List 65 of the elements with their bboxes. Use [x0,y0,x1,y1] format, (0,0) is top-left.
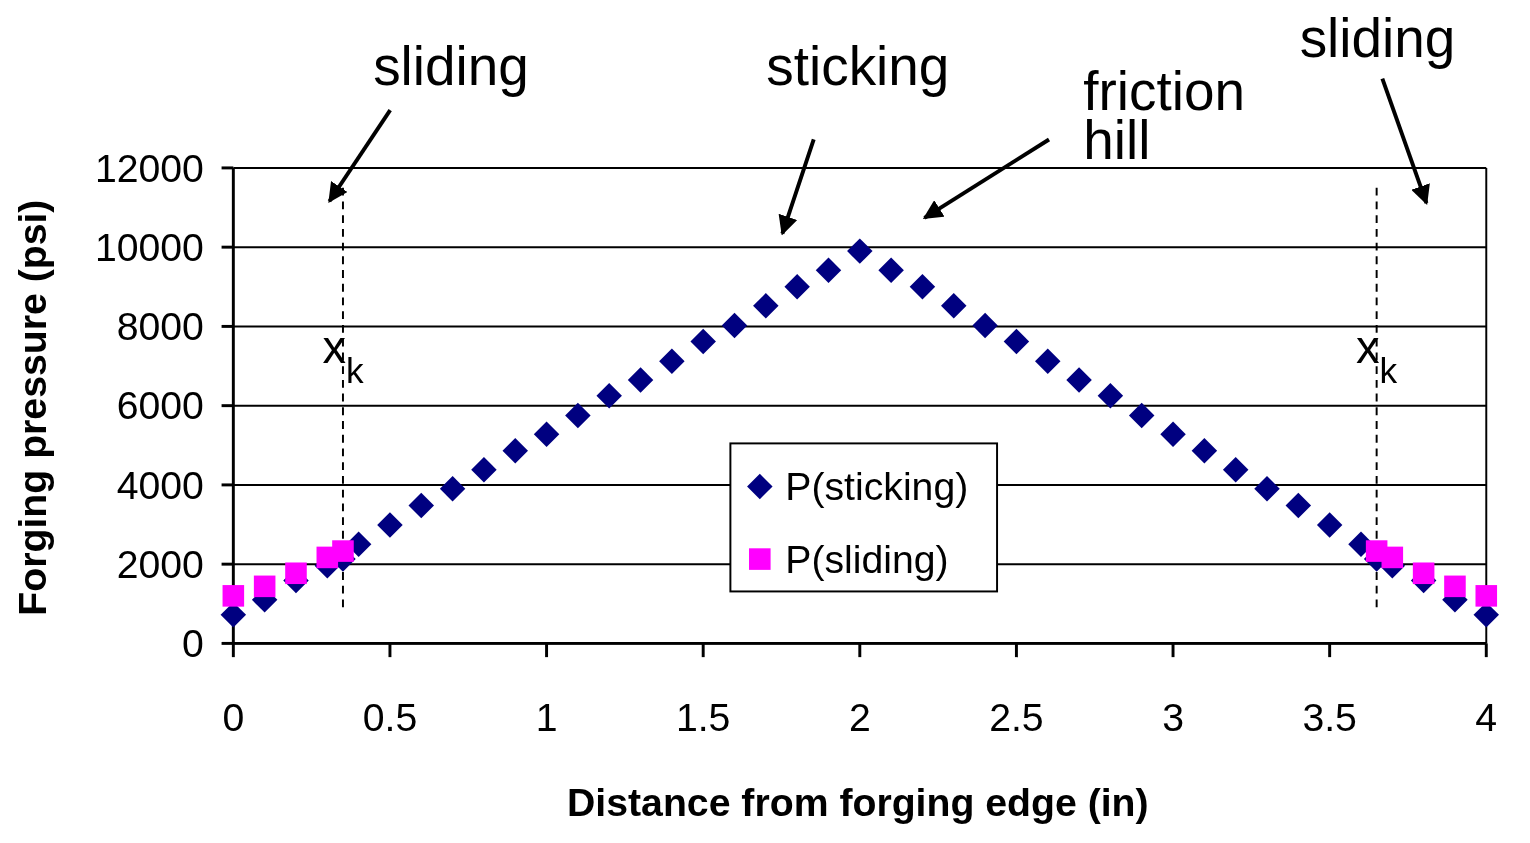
y-tick-label: 0 [182,622,204,666]
text: sliding [373,34,529,97]
x-tick-label: 0.5 [362,695,418,739]
point [721,312,748,339]
x-tick-label: 2.5 [989,695,1044,739]
point [1066,367,1092,393]
point [1316,512,1343,538]
y-tick-label: 2000 [116,542,204,586]
point [332,540,354,562]
x-tick-label: 2 [848,695,871,739]
point [1412,562,1435,585]
point [1097,383,1124,409]
x-tick-label: 0 [222,695,245,739]
point [502,438,528,464]
point [1475,585,1498,607]
point [753,293,779,319]
point [972,312,998,339]
point [222,585,245,607]
y-tick-label: 6000 [116,384,204,428]
point [784,274,810,300]
point [1128,402,1155,429]
point [815,257,842,283]
point [533,421,560,447]
point [941,293,967,319]
x-tick-label: 3 [1162,695,1184,739]
point [1191,438,1218,464]
y-tick-label: 12000 [94,146,204,190]
point [627,367,654,393]
point [439,476,466,502]
y-tick-label: 10000 [94,225,204,269]
y-tick-label: 8000 [116,305,204,349]
point [1160,421,1186,447]
point [377,512,403,538]
point [285,562,307,585]
point [1035,348,1061,375]
point [1444,575,1466,598]
point [878,257,904,283]
point [596,383,622,409]
point [1003,328,1030,355]
point [1285,492,1312,519]
text: sticking [766,34,950,97]
annotation: friction hill [1083,60,1246,172]
point [471,457,497,483]
x-tick-label: 1 [535,695,558,739]
point [565,402,591,429]
ref-line-label: x$_{k}$ [1356,320,1398,390]
point [909,274,936,300]
text: sliding [1299,7,1456,70]
x-tick-label: 1.5 [675,695,731,739]
point [253,575,276,598]
point [847,238,873,264]
ref-line-label: x$_{k}$ [322,320,364,390]
point [1222,457,1249,483]
point [408,492,435,519]
point [1254,476,1280,502]
point [659,348,685,375]
legend-label: P(sticking) [785,465,969,509]
point [1381,546,1404,569]
y-tick-label: 4000 [116,463,204,507]
legend-label: P(sliding) [785,537,949,581]
point [690,328,716,355]
x-tick-label: 4 [1475,695,1498,739]
x-tick-label: 3.5 [1302,695,1357,739]
x-axis-title: Distance from forging edge (in) [567,780,1149,824]
y-axis-title: Forging pressure (psi) [11,199,55,616]
